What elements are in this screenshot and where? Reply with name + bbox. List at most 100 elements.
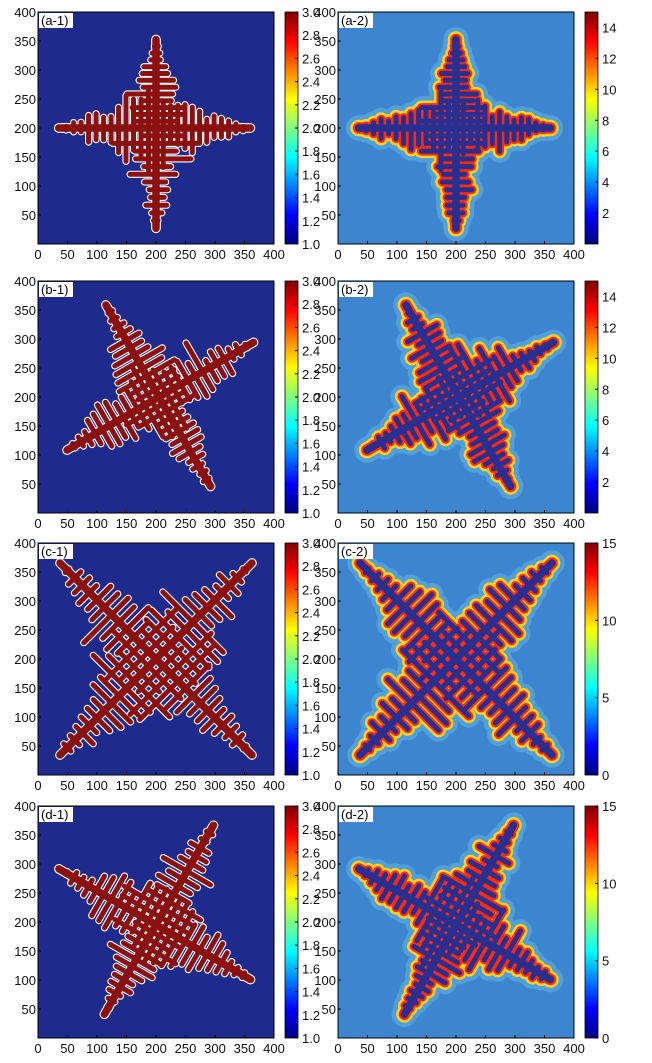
panel-label: (a-1) (41, 13, 68, 28)
x-tick-label: 100 (386, 1041, 408, 1056)
dendrite-branch (183, 340, 206, 375)
dendrite-branch (131, 918, 151, 949)
dendrite-branch (242, 341, 249, 350)
dendrite-branch (374, 582, 385, 593)
field-map (347, 550, 565, 768)
dendrite-branch (212, 597, 235, 620)
dendrite-branch (121, 977, 136, 988)
dendrite-branch (108, 873, 127, 902)
colorbar-tick-label: 3.0 (302, 799, 320, 814)
dendrite-branch (160, 896, 184, 932)
dendrite-branch (102, 399, 119, 424)
dendrite-branch (112, 352, 137, 369)
dendrite-branch (146, 624, 176, 655)
dendrite-branch (410, 900, 422, 916)
dendrite-branch (196, 951, 210, 971)
dendrite-branch (112, 345, 133, 359)
dendrite-branch (172, 414, 191, 427)
dendrite-branch (497, 582, 518, 603)
dendrite-branch (185, 361, 198, 379)
dendrite-branch (413, 991, 425, 1000)
colorbar-tick-label: 5 (602, 954, 609, 969)
dendrite-branch (490, 675, 514, 699)
dendrite-branch (466, 939, 488, 973)
y-tick-label: 50 (22, 739, 36, 754)
dendrite-branch (431, 880, 453, 915)
dendrite-branch (137, 678, 181, 722)
x-tick-label: 200 (445, 1041, 467, 1056)
x-tick-label: 150 (416, 516, 438, 531)
y-tick-label: 200 (14, 121, 36, 136)
dendrite-branch (431, 343, 452, 358)
x-tick-label: 200 (145, 516, 167, 531)
dendrite-branch (146, 886, 170, 924)
y-tick-label: 150 (314, 419, 336, 434)
colorbar-tick-label: 3.0 (302, 5, 320, 20)
y-tick-label: 400 (14, 799, 36, 814)
dendrite-branch (433, 956, 463, 976)
panel-label: (c-1) (41, 544, 68, 559)
dendrite-branch (113, 401, 127, 420)
x-tick-label: 100 (386, 247, 408, 262)
dendrite-branch (108, 337, 129, 352)
dendrite-branch (475, 656, 504, 684)
colorbar (584, 805, 599, 1039)
y-tick-label: 200 (314, 121, 336, 136)
y-tick-label: 350 (314, 828, 336, 843)
colorbar-tick-label: 12 (602, 320, 616, 335)
field-layer (56, 559, 256, 759)
dendrite-branch (414, 909, 437, 944)
panel-a-2: (a-2) 0 50 100 150 200 250 300 350 400 50 100 150 200… (314, 5, 616, 262)
colorbar-tick-label: 8 (602, 113, 609, 128)
x-tick-label: 200 (145, 247, 167, 262)
dendrite-branch (207, 349, 220, 366)
dendrite-branch (507, 365, 520, 384)
colorbar-tick-label: 2.8 (302, 559, 320, 574)
dendrite-branch (85, 417, 98, 437)
dendrite-branch (438, 625, 460, 647)
dendrite-branch (384, 597, 400, 613)
dendrite-branch (416, 693, 449, 726)
panel-label: (b-1) (41, 282, 68, 297)
dendrite-branch (135, 406, 152, 432)
dendrite-branch (92, 431, 104, 447)
y-tick-label: 300 (314, 857, 336, 872)
dendrite-branch (129, 913, 144, 935)
colorbar-tick-label: 2.6 (302, 845, 320, 860)
y-tick-label: 250 (314, 886, 336, 901)
dendrite-branch (440, 874, 477, 897)
dendrite-branch (504, 928, 523, 957)
y-tick-label: 50 (322, 739, 336, 754)
dendrite-branch (114, 634, 137, 656)
dendrite-branch (230, 571, 240, 581)
dendrite-branch (401, 708, 418, 724)
y-tick-label: 100 (14, 179, 36, 194)
dendrite-branch (219, 713, 235, 728)
y-tick-label: 350 (314, 303, 336, 318)
dendrite-branch (71, 582, 85, 596)
colorbar-tick-label: 1.0 (302, 506, 320, 521)
x-tick-label: 50 (360, 778, 374, 793)
colorbar-tick-label: 2.6 (302, 582, 320, 597)
field-layer (355, 821, 555, 1019)
dendrite-branch (75, 879, 84, 891)
x-tick-label: 100 (386, 516, 408, 531)
x-tick-label: 150 (116, 516, 138, 531)
x-tick-label: 200 (445, 516, 467, 531)
dendrite-branch (491, 354, 506, 375)
dendrite-branch (451, 368, 469, 396)
x-tick-label: 0 (34, 778, 41, 793)
dendrite-branch (117, 649, 152, 684)
dendrite-branch (144, 357, 177, 379)
dendrite-branch (490, 619, 515, 644)
dendrite-branch (179, 943, 195, 967)
dendrite-branch (113, 991, 123, 999)
dendrite-branch (518, 350, 527, 362)
dendrite-branch (185, 947, 203, 973)
y-tick-label: 350 (14, 303, 36, 318)
dendrite-branch (428, 410, 449, 442)
panel-d-2: (d-2)0 50 100 150 200 250 300 350 40050100150200… (314, 799, 616, 1056)
dendrite-branch (496, 715, 518, 737)
y-tick-label: 400 (14, 274, 36, 289)
dendrite-branch (401, 896, 414, 915)
